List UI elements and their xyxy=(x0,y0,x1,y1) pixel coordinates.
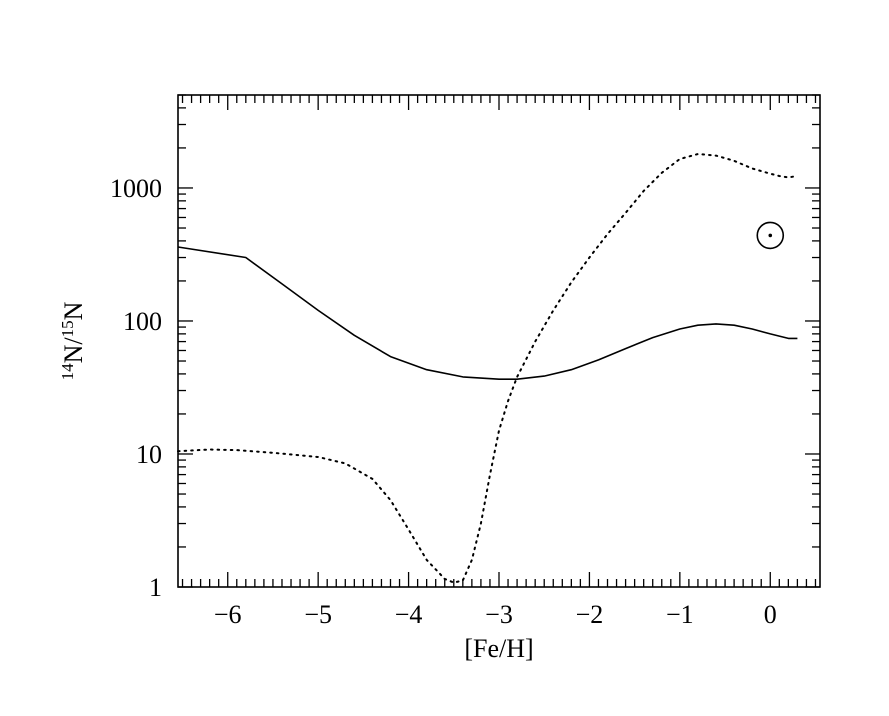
y-tick-label: 100 xyxy=(123,307,162,336)
x-tick-label: −2 xyxy=(576,600,604,629)
y-axis-title-n-slash: N/ xyxy=(59,337,88,364)
sun-symbol-ring xyxy=(756,221,785,250)
y-axis-title-sup-15: 15 xyxy=(58,320,77,337)
x-axis-title: [Fe/H] xyxy=(464,634,533,663)
x-tick-labels: −6 −5 −4 −3 −2 −1 0 xyxy=(214,600,777,629)
y-axis-title-n: N xyxy=(59,301,88,320)
y-axis-title-sup-14: 14 xyxy=(58,363,77,381)
sun-symbol-dot xyxy=(768,233,773,238)
y-axis-title: 14N/15N xyxy=(58,301,88,380)
x-tick-label: −6 xyxy=(214,600,242,629)
annotations xyxy=(756,221,785,250)
x-tick-label: −5 xyxy=(304,600,332,629)
x-tick-label: −1 xyxy=(666,600,694,629)
y-tick-label: 10 xyxy=(136,440,162,469)
series-line-solid xyxy=(177,246,798,381)
plot-frame xyxy=(177,94,821,588)
x-tick-label: −3 xyxy=(485,600,513,629)
x-tick-label: 0 xyxy=(764,600,777,629)
series-line-dotted xyxy=(177,153,799,584)
series-group xyxy=(177,153,799,584)
x-tick-label: −4 xyxy=(395,600,423,629)
y-tick-label: 1000 xyxy=(110,174,162,203)
y-tick-labels: 1 10 100 1000 xyxy=(110,174,162,602)
y-tick-label: 1 xyxy=(149,573,162,602)
axis-ticks xyxy=(178,94,820,588)
